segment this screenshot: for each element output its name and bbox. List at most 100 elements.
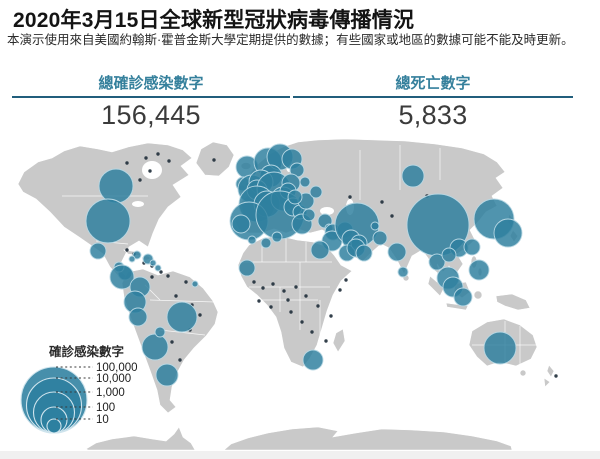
map-dot: [252, 280, 256, 284]
map-dot: [148, 169, 152, 173]
map-bubble-french-guiana[interactable]: [191, 280, 199, 288]
stat-confirmed-label: 總確診感染數字: [98, 75, 204, 92]
map-dot: [289, 310, 293, 314]
map-bubble-japan[interactable]: [493, 218, 523, 248]
map-bubble-chile[interactable]: [141, 333, 169, 361]
map-bubble-morocco[interactable]: [247, 235, 257, 245]
legend-scale-label: 100: [96, 402, 115, 414]
map-bubble-colombia[interactable]: [109, 264, 135, 290]
map-dot: [125, 248, 129, 252]
map-dot: [170, 340, 174, 344]
stat-confirmed-value: 156,445: [101, 100, 201, 130]
map-dot: [138, 178, 142, 182]
map-dot: [125, 161, 129, 165]
map-bubble-peru[interactable]: [128, 307, 148, 327]
map-bubble-bulgaria[interactable]: [302, 208, 316, 222]
map-bubble-mexico[interactable]: [89, 242, 107, 260]
map-dot: [310, 330, 314, 334]
country-borders: [62, 145, 537, 365]
map-bubble-guadeloupe[interactable]: [149, 259, 157, 267]
map-bubble-tunisia[interactable]: [271, 231, 283, 243]
map-dot: [257, 299, 261, 303]
stats-row: 總確診感染數字 156,445 總死亡數字 5,833: [0, 72, 600, 131]
legend-scale-label: 10,000: [96, 373, 131, 385]
map-dot: [286, 298, 290, 302]
page-subtitle: 本演示使用來自美國約翰斯·霍普金斯大學定期提供的數據；有些國家或地區的數據可能不…: [7, 33, 574, 47]
map-dot: [184, 280, 188, 284]
map-bubble-south-africa[interactable]: [302, 349, 324, 371]
map-dot: [150, 275, 154, 279]
map-bubble-pakistan[interactable]: [372, 230, 388, 246]
legend-scale-label: 1,000: [96, 387, 125, 399]
map-dot: [198, 313, 202, 317]
map-bubble-sri-lanka[interactable]: [397, 266, 409, 278]
map-dot: [390, 214, 394, 218]
stat-deaths-divider: [293, 96, 573, 98]
map-bubble-usa[interactable]: [85, 198, 131, 244]
map-bubble-vietnam[interactable]: [441, 247, 457, 263]
map-bubble-cuba-region[interactable]: [132, 250, 142, 260]
legend-circle-10: [46, 418, 62, 434]
map-bubble-argentina[interactable]: [155, 363, 179, 387]
bottom-strip: [0, 451, 600, 459]
map-dot: [329, 314, 333, 318]
map-bubble-senegal[interactable]: [238, 259, 256, 277]
map-bubble-algeria[interactable]: [260, 237, 272, 249]
legend-scale-label: 10: [96, 414, 109, 426]
world-map-container: 100,000 10,000 1,000 100 10: [0, 138, 600, 459]
map-bubble-australia[interactable]: [483, 331, 517, 365]
stat-confirmed: 總確診感染數字 156,445: [12, 72, 290, 131]
legend-title: 確診感染數字: [49, 345, 125, 359]
map-dot: [212, 158, 216, 162]
map-dot: [344, 278, 348, 282]
stat-deaths-value: 5,833: [398, 100, 468, 130]
map-bubble-jamaica[interactable]: [128, 255, 136, 263]
map-bubble-russia[interactable]: [401, 164, 425, 188]
map-bubble-taiwan[interactable]: [463, 238, 481, 256]
map-bubble-canada[interactable]: [98, 168, 134, 204]
stat-confirmed-divider: [12, 96, 290, 98]
map-bubble-philippines[interactable]: [468, 259, 490, 281]
small-case-dots: [125, 152, 558, 378]
map-dot: [304, 294, 308, 298]
map-dot: [271, 282, 275, 286]
map-bubble-portugal[interactable]: [231, 214, 251, 234]
map-dot: [380, 200, 384, 204]
map-dot: [167, 159, 171, 163]
map-bubble-indonesia[interactable]: [453, 287, 473, 307]
map-bubble-egypt[interactable]: [310, 240, 330, 260]
map-dot: [178, 358, 182, 362]
map-dot: [300, 320, 304, 324]
map-dot: [156, 152, 160, 156]
map-dot: [316, 304, 320, 308]
map-dot: [282, 289, 286, 293]
legend-scale-label: 100,000: [96, 362, 138, 374]
map-bubble-india[interactable]: [387, 242, 407, 262]
map-dot: [166, 274, 170, 278]
map-bubble-hungary[interactable]: [287, 189, 303, 205]
map-bubble-ukraine[interactable]: [309, 185, 323, 199]
stat-deaths: 總死亡數字 5,833: [293, 72, 573, 131]
map-dot: [294, 285, 298, 289]
map-bubble-bolivia[interactable]: [154, 326, 166, 338]
map-dot: [348, 195, 352, 199]
map-bubble-brazil[interactable]: [166, 301, 198, 333]
map-dot: [269, 305, 273, 309]
map-bubble-uae[interactable]: [355, 244, 373, 262]
map-dot: [144, 156, 148, 160]
map-bubble-trinidad[interactable]: [154, 264, 162, 272]
map-dot: [261, 286, 265, 290]
case-bubbles[interactable]: [85, 143, 523, 387]
map-bubble-thailand[interactable]: [428, 253, 446, 271]
map-dot: [338, 288, 342, 292]
map-dot: [554, 374, 558, 378]
map-dot: [159, 270, 163, 274]
map-bubble-belarus[interactable]: [299, 176, 311, 188]
map-dot: [324, 339, 328, 343]
stat-deaths-label: 總死亡數字: [395, 75, 471, 92]
map-bubble-afghanistan[interactable]: [370, 221, 380, 231]
page-title: 2020年3月15日全球新型冠狀病毒傳播情況: [13, 9, 415, 32]
